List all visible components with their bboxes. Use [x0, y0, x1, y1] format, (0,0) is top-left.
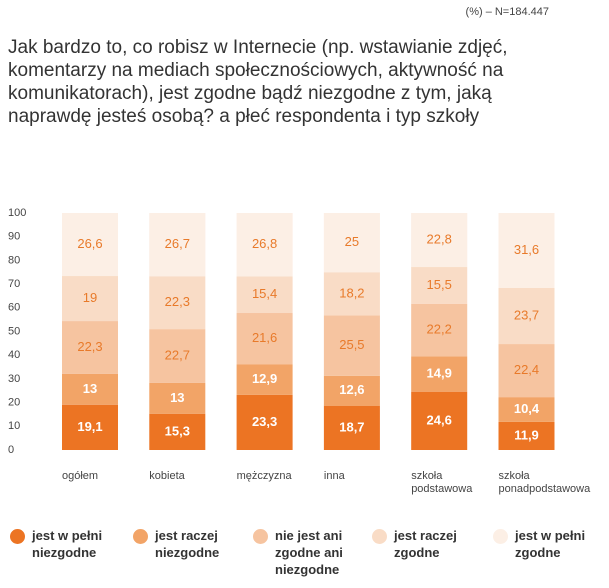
- value-label: 23,3: [252, 414, 277, 429]
- legend-label: jest raczej zgodne: [394, 528, 457, 560]
- y-tick-label: 90: [8, 231, 20, 243]
- y-tick-label: 0: [8, 444, 14, 456]
- value-label: 22,3: [165, 294, 190, 309]
- value-label: 11,9: [514, 427, 539, 442]
- value-label: 18,2: [339, 285, 364, 300]
- value-label: 12,9: [252, 371, 277, 386]
- x-tick-label: ogółem: [62, 470, 99, 482]
- y-tick-label: 20: [8, 397, 20, 409]
- bar-segment: [236, 213, 293, 277]
- value-label: 19: [83, 290, 97, 305]
- value-label: 22,8: [427, 231, 452, 246]
- bar-segment: [498, 287, 555, 345]
- bar-segment: [498, 213, 555, 288]
- note: (%) – N=184.447: [465, 6, 549, 18]
- legend-swatch: [10, 529, 25, 544]
- y-tick-label: 50: [8, 325, 20, 337]
- bar-segment: [62, 404, 118, 450]
- bar-segment: [62, 373, 118, 405]
- value-label: 12,6: [339, 382, 364, 397]
- y-tick-label: 10: [8, 420, 20, 432]
- y-tick-label: 40: [8, 349, 20, 361]
- value-label: 26,7: [165, 236, 190, 251]
- y-tick-label: 100: [8, 207, 26, 219]
- bar-segment: [236, 364, 293, 395]
- bar-segment: [411, 213, 468, 268]
- y-tick-label: 30: [8, 373, 20, 385]
- bar-segment: [411, 356, 468, 392]
- y-tick-label: 60: [8, 302, 20, 314]
- value-label: 15,3: [165, 423, 190, 438]
- value-label: 31,6: [514, 242, 539, 257]
- value-label: 14,9: [427, 365, 452, 380]
- bar-segment: [236, 394, 293, 450]
- y-tick-label: 80: [8, 254, 20, 266]
- bar-segment: [323, 272, 380, 316]
- value-label: 22,7: [165, 347, 190, 362]
- x-tick-label: inna: [323, 470, 345, 482]
- x-tick-label: szkoła podstawowa: [411, 470, 473, 495]
- bar-segment: [323, 213, 380, 273]
- value-label: 25: [345, 234, 359, 249]
- value-label: 22,4: [514, 362, 539, 377]
- value-label: 23,7: [514, 307, 539, 322]
- bar-segment: [149, 329, 206, 383]
- bar-segment: [411, 267, 468, 304]
- bar-segment: [149, 276, 206, 330]
- bar-segment: [62, 213, 118, 277]
- bar-segment: [411, 303, 468, 357]
- bar-segment: [323, 405, 380, 450]
- legend-label: nie jest ani zgodne ani niezgodne: [275, 528, 343, 577]
- legend-swatch: [133, 529, 148, 544]
- bar-segment: [236, 276, 293, 314]
- value-label: 13: [170, 390, 184, 405]
- value-label: 10,4: [514, 401, 540, 416]
- bar-segment: [62, 276, 118, 322]
- bar-segment: [149, 213, 206, 277]
- bar-segment: [498, 421, 555, 450]
- legend-label: jest raczej niezgodne: [155, 528, 220, 560]
- value-label: 25,5: [339, 337, 364, 352]
- value-label: 13: [83, 381, 97, 396]
- y-tick-label: 70: [8, 278, 20, 290]
- bar-segment: [149, 382, 206, 414]
- x-tick-label: mężczyzna: [236, 470, 292, 482]
- bar-segment: [149, 413, 206, 450]
- legend-swatch: [493, 529, 508, 544]
- value-label: 22,2: [427, 322, 452, 337]
- value-label: 24,6: [427, 412, 452, 427]
- chart-title: Jak bardzo to, co robisz w Internecie (n…: [8, 37, 508, 127]
- bar-segment: [62, 321, 118, 374]
- bar-segment: [411, 391, 468, 450]
- value-label: 26,8: [252, 236, 277, 251]
- legend-label: jest w pełni zgodne: [515, 528, 586, 560]
- bar-segment: [323, 315, 380, 376]
- legend-swatch: [253, 529, 268, 544]
- bar-segment: [236, 313, 293, 365]
- x-tick-label: kobieta: [149, 470, 185, 482]
- bar-segment: [498, 344, 555, 398]
- value-label: 26,6: [77, 236, 102, 251]
- value-label: 19,1: [77, 419, 102, 434]
- bar-segment: [323, 375, 380, 406]
- legend-swatch: [372, 529, 387, 544]
- value-label: 15,4: [252, 286, 277, 301]
- x-tick-label: szkoła ponadpodstawowa: [498, 470, 591, 495]
- bar-segment: [498, 397, 555, 422]
- value-label: 18,7: [339, 419, 364, 434]
- value-label: 15,5: [427, 277, 452, 292]
- value-label: 21,6: [252, 330, 277, 345]
- value-label: 22,3: [77, 339, 102, 354]
- legend-label: jest w pełni niezgodne: [32, 528, 103, 560]
